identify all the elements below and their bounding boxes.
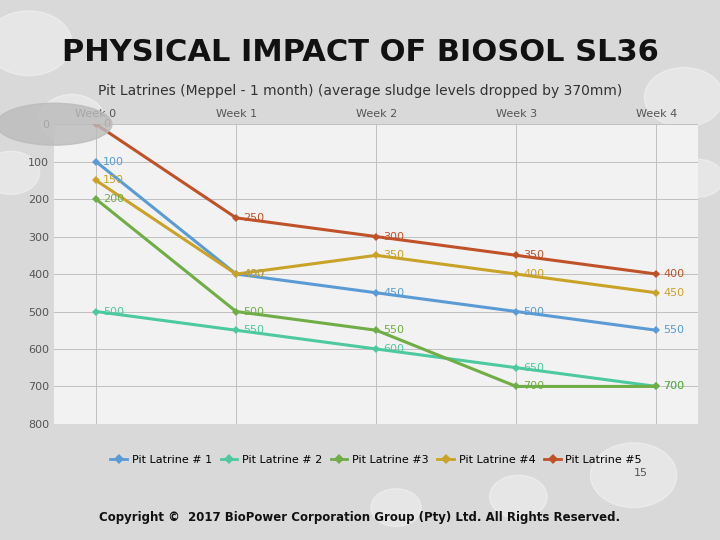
Text: 650: 650 [523,363,544,373]
Text: 700: 700 [523,381,544,391]
Text: 250: 250 [243,213,264,223]
Text: 150: 150 [103,176,124,185]
Text: Pit Latrines (Meppel - 1 month) (average sludge levels dropped by 370mm): Pit Latrines (Meppel - 1 month) (average… [98,84,622,98]
Text: 700: 700 [663,381,685,391]
Text: 0: 0 [103,119,110,129]
Text: 400: 400 [523,269,544,279]
Text: 400: 400 [243,269,264,279]
Text: 350: 350 [523,251,544,260]
Text: 550: 550 [383,325,404,335]
Text: 300: 300 [383,232,404,241]
Text: 200: 200 [103,194,124,204]
Text: 500: 500 [103,307,124,316]
Text: 100: 100 [103,157,124,167]
Legend: Pit Latrine # 1, Pit Latrine # 2, Pit Latrine #3, Pit Latrine #4, Pit Latrine #5: Pit Latrine # 1, Pit Latrine # 2, Pit La… [106,450,647,469]
Text: 450: 450 [383,288,404,298]
Text: 550: 550 [243,325,264,335]
Text: 450: 450 [663,288,685,298]
Text: PHYSICAL IMPACT OF BIOSOL SL36: PHYSICAL IMPACT OF BIOSOL SL36 [62,38,658,67]
Text: 500: 500 [523,307,544,316]
Text: 15: 15 [634,468,647,478]
Text: 400: 400 [243,269,264,279]
Text: 350: 350 [383,251,404,260]
Text: 550: 550 [663,325,684,335]
Text: 700: 700 [663,381,685,391]
Text: 600: 600 [383,344,404,354]
Text: Copyright ©  2017 BioPower Corporation Group (Pty) Ltd. All Rights Reserved.: Copyright © 2017 BioPower Corporation Gr… [99,511,621,524]
Text: 400: 400 [663,269,685,279]
Ellipse shape [0,103,112,145]
Text: 500: 500 [243,307,264,316]
